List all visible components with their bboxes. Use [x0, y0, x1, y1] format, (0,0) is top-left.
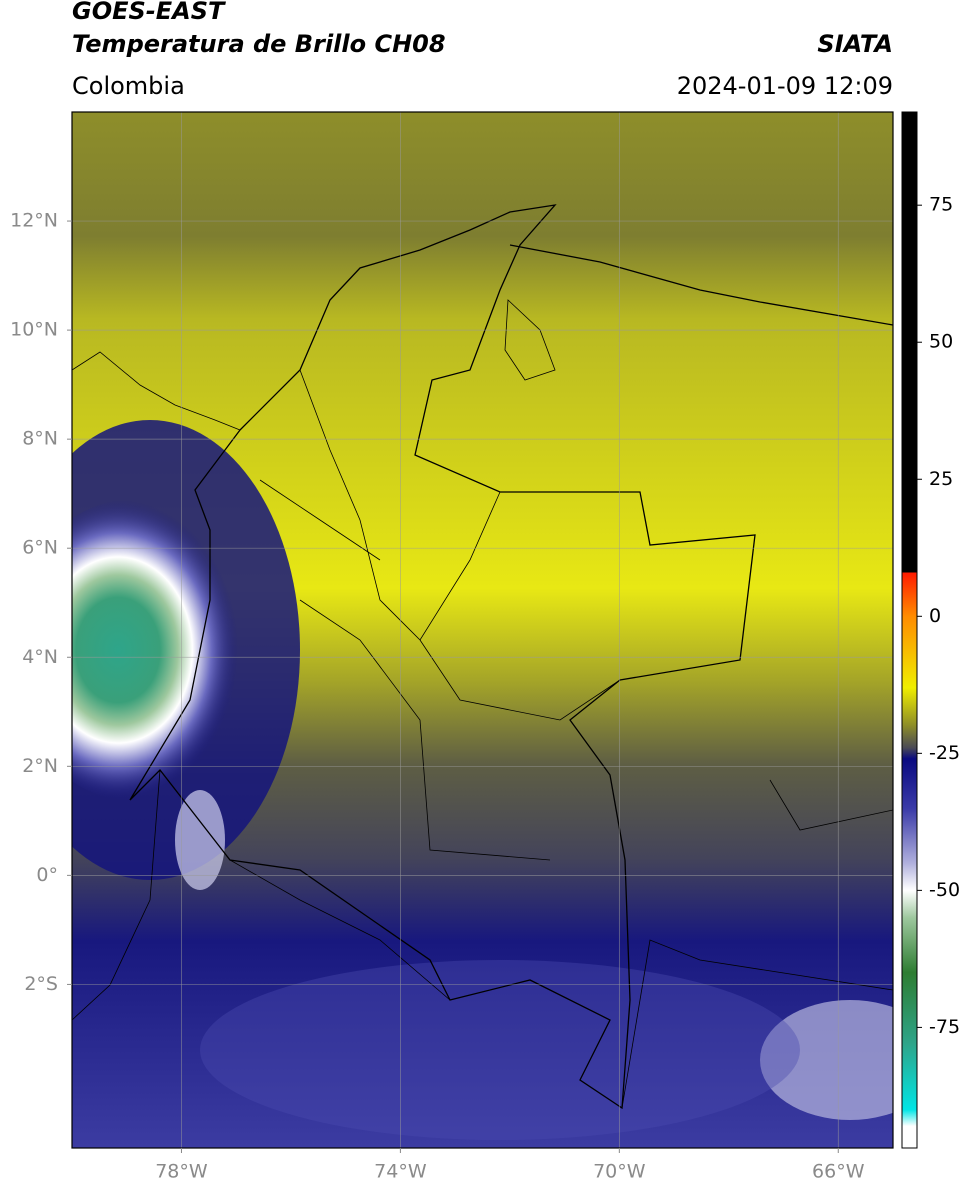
colorbar-label: 50	[929, 331, 953, 353]
y-tick-label: 12°N	[10, 210, 58, 232]
title: GOES-EAST	[72, 0, 226, 25]
x-tick-label: 66°W	[812, 1161, 865, 1183]
y-tick-label: 8°N	[22, 428, 58, 450]
region: Colombia	[72, 72, 185, 100]
y-tick-label: 10°N	[10, 319, 58, 341]
subtitle: Temperatura de Brillo CH08	[72, 30, 446, 58]
colorbar-label: 75	[929, 194, 953, 216]
map-frame	[71, 111, 894, 1149]
satellite-image	[72, 112, 893, 1148]
colorbar-label: 0	[929, 605, 941, 627]
colorbar	[901, 111, 918, 1149]
y-tick-label: 2°N	[22, 755, 58, 777]
y-tick-label: 6°N	[22, 537, 58, 559]
source: SIATA	[817, 30, 893, 58]
graticule	[72, 112, 893, 1148]
y-tick-label: 4°N	[22, 646, 58, 668]
x-tick-label: 70°W	[593, 1161, 646, 1183]
colorbar-label: -75	[929, 1016, 960, 1038]
y-tick-label: 2°S	[24, 973, 58, 995]
colorbar-label: -50	[929, 879, 960, 901]
colorbar-label: 25	[929, 468, 953, 490]
x-tick-label: 78°W	[155, 1161, 208, 1183]
datetime: 2024-01-09 12:09	[677, 72, 893, 100]
colorbar-label: -25	[929, 742, 960, 764]
y-tick-label: 0°	[36, 864, 58, 886]
x-tick-label: 74°W	[374, 1161, 427, 1183]
